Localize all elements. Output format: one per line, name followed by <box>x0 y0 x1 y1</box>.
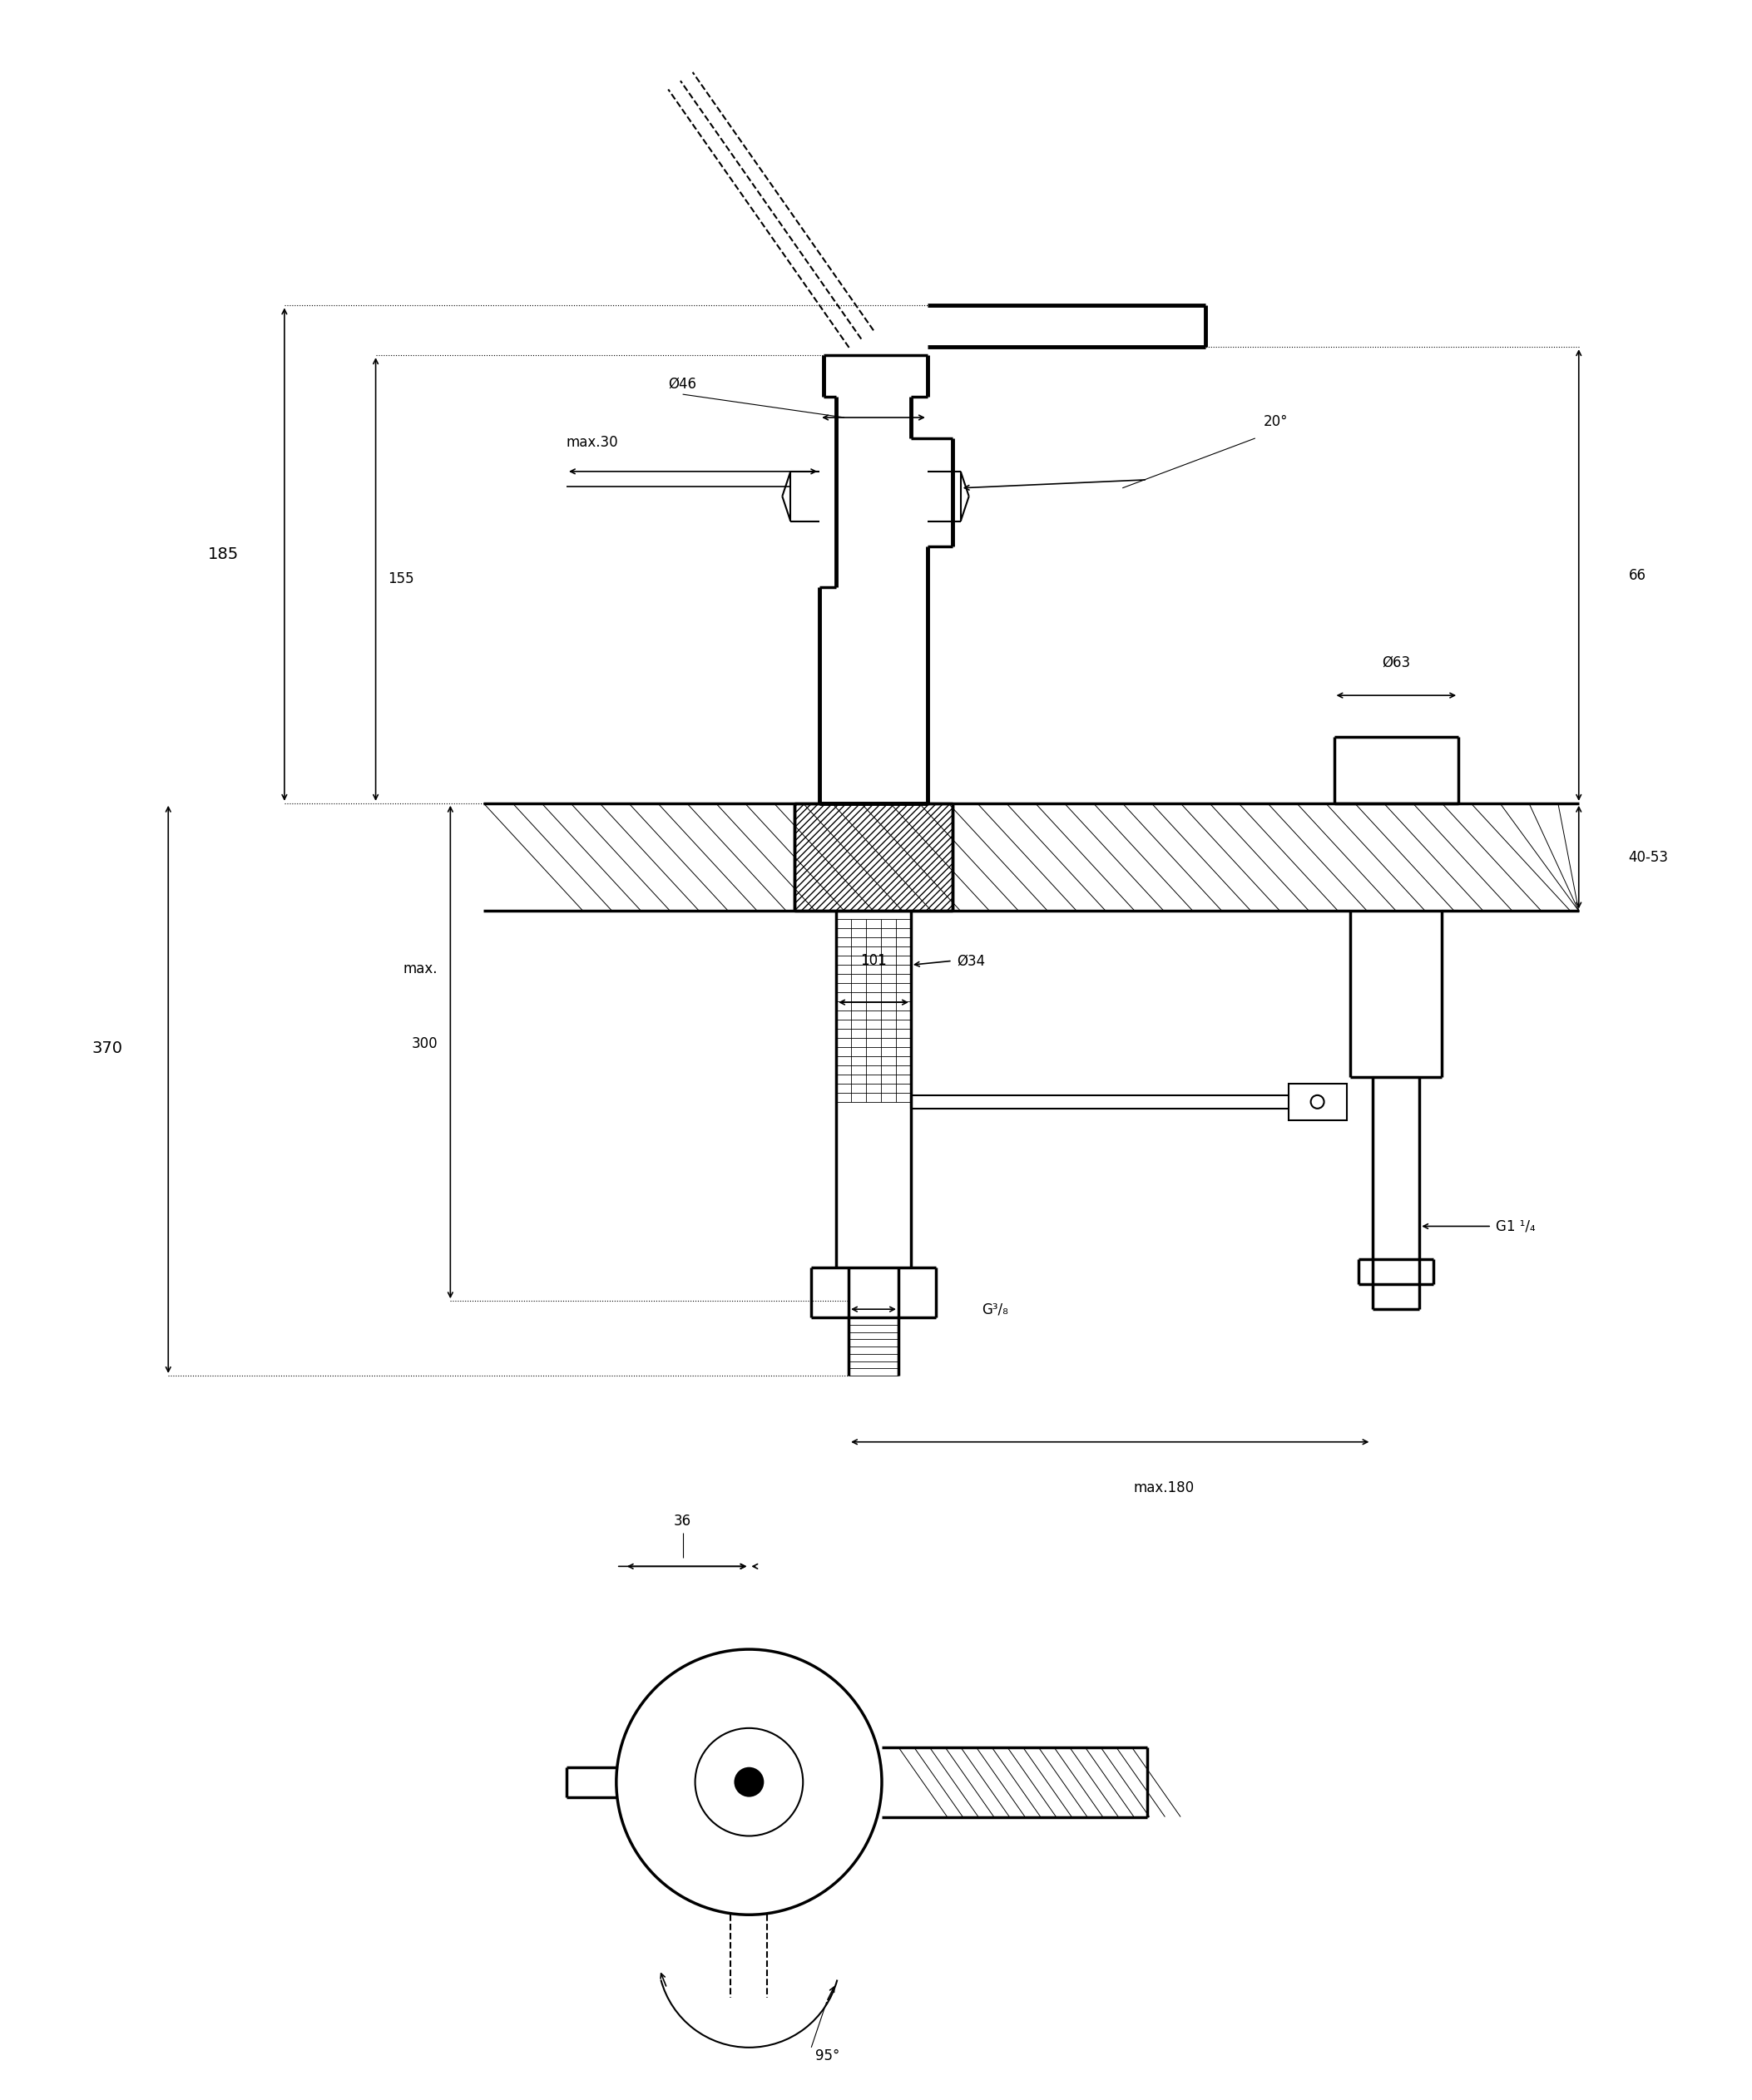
Text: 155: 155 <box>389 571 415 586</box>
Text: max.: max. <box>403 962 438 976</box>
Bar <box>1288 1084 1347 1119</box>
Text: G1 ¹/₄: G1 ¹/₄ <box>1496 1218 1535 1235</box>
Text: max.30: max.30 <box>566 435 618 449</box>
Circle shape <box>734 1766 764 1798</box>
Text: 101: 101 <box>860 953 887 968</box>
Text: Ø46: Ø46 <box>669 376 697 393</box>
Text: 185: 185 <box>208 546 238 563</box>
Text: Ø34: Ø34 <box>957 953 985 968</box>
Text: max.180: max.180 <box>1134 1480 1195 1495</box>
Bar <box>795 802 953 911</box>
Text: 36: 36 <box>675 1514 692 1529</box>
Text: 20°: 20° <box>1263 414 1288 428</box>
Text: Ø63: Ø63 <box>1382 655 1410 670</box>
Text: 370: 370 <box>91 1040 123 1056</box>
Text: 300: 300 <box>412 1035 438 1052</box>
Text: 66: 66 <box>1629 567 1647 582</box>
Text: G³/₈: G³/₈ <box>981 1302 1007 1317</box>
Text: 95°: 95° <box>815 2048 839 2062</box>
Text: 40-53: 40-53 <box>1629 850 1668 865</box>
